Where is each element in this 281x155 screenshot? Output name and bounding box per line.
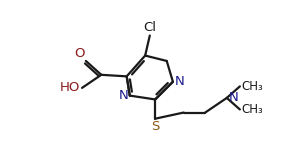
Text: N: N — [119, 89, 128, 102]
Text: Cl: Cl — [143, 21, 156, 34]
Text: N: N — [228, 91, 238, 104]
Text: N: N — [175, 75, 185, 88]
Text: HO: HO — [60, 81, 80, 94]
Text: CH₃: CH₃ — [241, 103, 263, 116]
Text: CH₃: CH₃ — [241, 80, 263, 93]
Text: S: S — [151, 120, 159, 133]
Text: O: O — [74, 47, 84, 60]
